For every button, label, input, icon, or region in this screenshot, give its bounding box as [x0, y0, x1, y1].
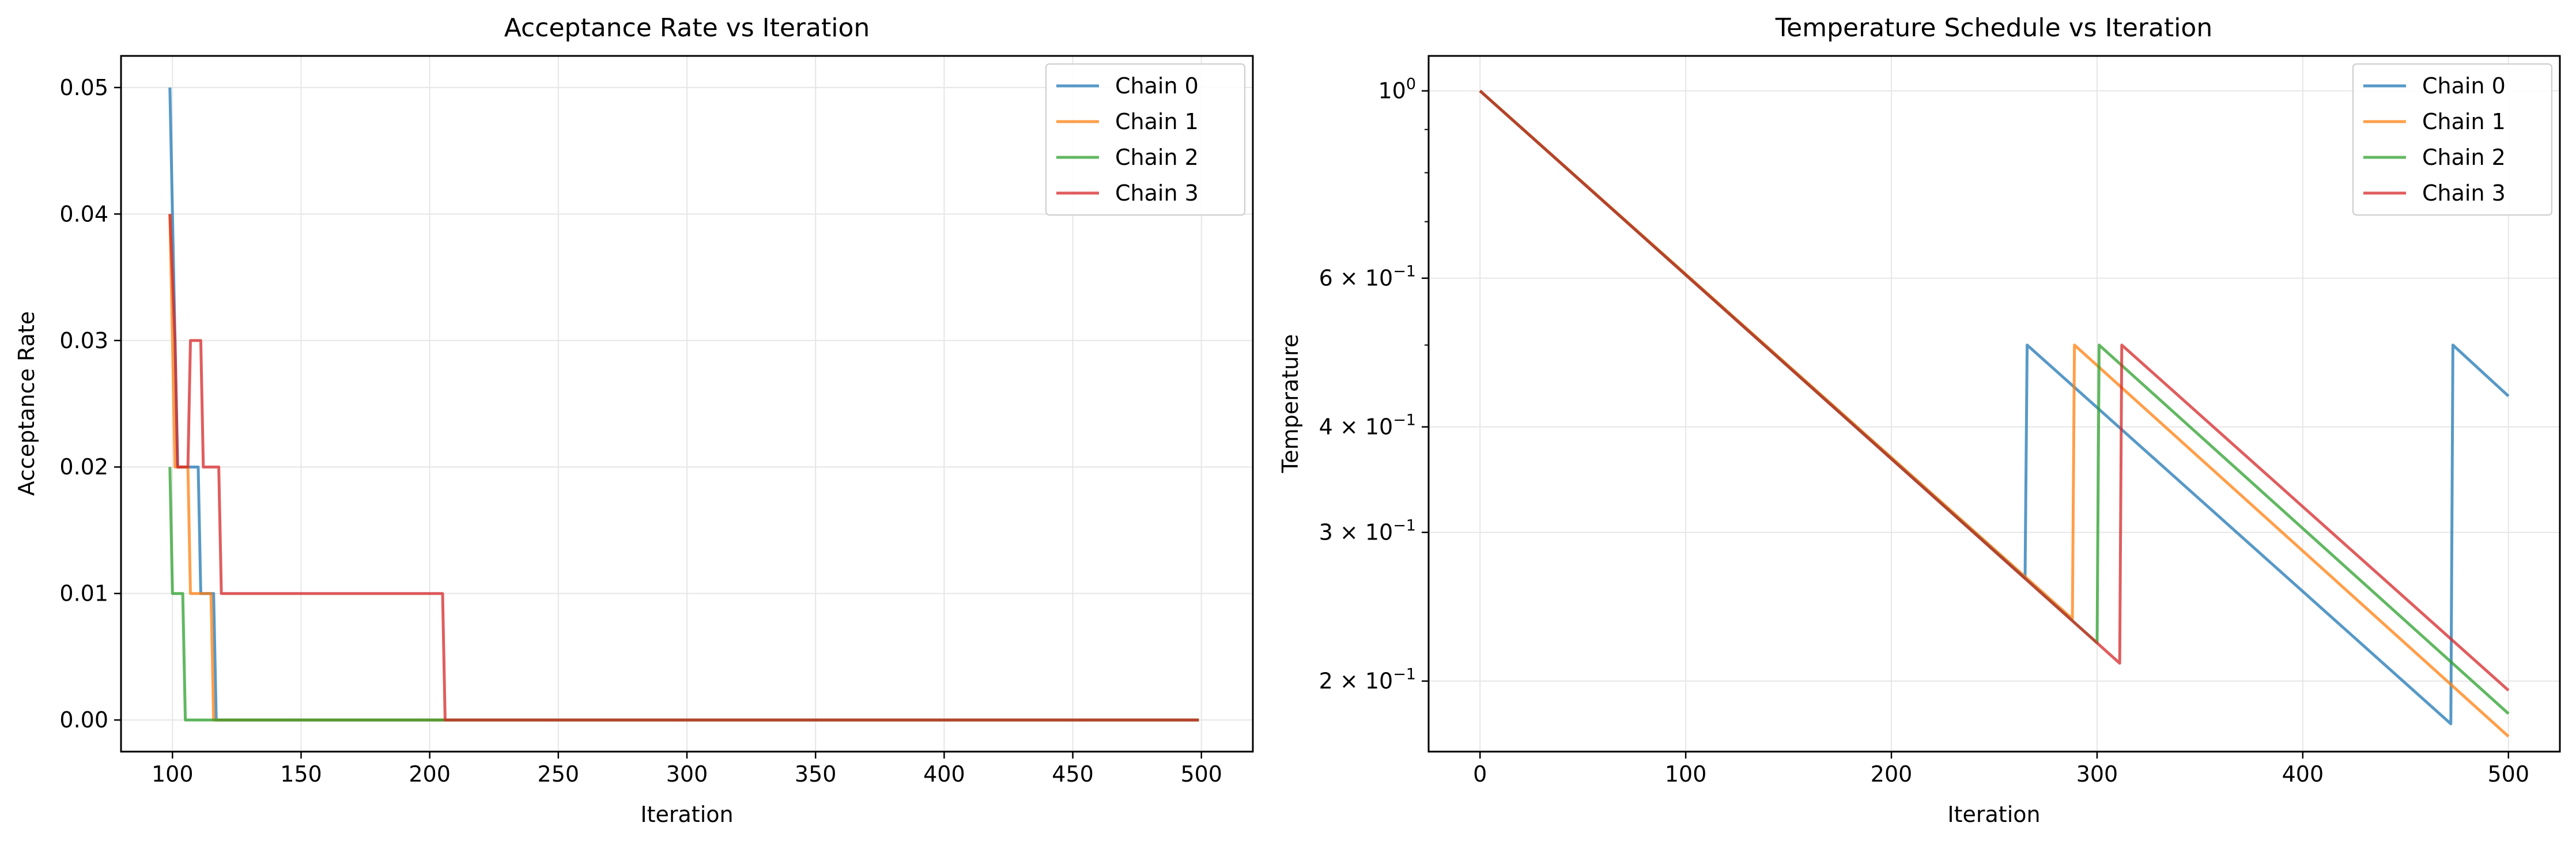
series-line — [168, 467, 1199, 722]
series-line — [1479, 89, 2510, 692]
x-tick-label: 300 — [2076, 761, 2118, 787]
x-tick-label: 250 — [538, 761, 580, 787]
y-tick-label: 0.01 — [59, 581, 108, 606]
legend-label: Chain 3 — [1115, 180, 1199, 206]
legend: Chain 0 Chain 1 Chain 2 Chain 3 — [1045, 63, 1245, 216]
y-tick-label: 3 × 10−1 — [1319, 517, 1416, 545]
y-tick-label: 100 — [1378, 76, 1416, 104]
chart-title: Acceptance Rate vs Iteration — [504, 13, 870, 43]
legend-label: Chain 1 — [2422, 109, 2506, 134]
y-tick-label: 0.03 — [59, 328, 108, 353]
legend: Chain 0 Chain 1 Chain 2 Chain 3 — [2352, 63, 2552, 216]
x-tick-label: 0 — [1473, 761, 1487, 787]
legend-box — [1045, 63, 1245, 216]
legend-label: Chain 2 — [1115, 145, 1199, 170]
legend-label: Chain 1 — [1115, 109, 1199, 134]
plot-lines — [1479, 89, 2510, 738]
y-tick-label: 2 × 10−1 — [1319, 666, 1416, 694]
x-axis-ticks: 100 150 200 250 300 350 400 450 500 — [152, 752, 1222, 787]
x-tick-label: 500 — [2488, 761, 2530, 787]
y-axis-label: Temperature — [1278, 334, 1303, 474]
legend-label: Chain 2 — [2422, 145, 2506, 170]
y-axis-ticks: 0.00 0.01 0.02 0.03 0.04 0.05 — [59, 75, 121, 733]
series-line — [168, 214, 1199, 722]
acceptance-rate-chart: 100 150 200 250 300 350 400 450 500 0.00 0.01 0.02… — [14, 13, 1254, 827]
legend-label: Chain 0 — [2422, 73, 2506, 99]
x-tick-label: 300 — [666, 761, 708, 787]
plot-frame — [1427, 55, 2561, 753]
y-axis-label: Acceptance Rate — [14, 311, 39, 496]
x-tick-label: 200 — [409, 761, 451, 787]
x-axis-ticks: 0 100 200 300 400 500 — [1473, 752, 2529, 787]
legend-label: Chain 3 — [2422, 180, 2506, 206]
x-tick-label: 200 — [1871, 761, 1913, 787]
x-tick-label: 100 — [1665, 761, 1707, 787]
x-tick-label: 400 — [2282, 761, 2324, 787]
y-tick-label: 0.05 — [59, 75, 108, 100]
x-axis-label: Iteration — [1947, 802, 2040, 827]
x-tick-label: 500 — [1180, 761, 1222, 787]
y-tick-label: 0.00 — [59, 707, 108, 733]
y-tick-label: 4 × 10−1 — [1319, 412, 1416, 440]
x-tick-label: 150 — [280, 761, 322, 787]
x-tick-label: 350 — [795, 761, 837, 787]
legend-box — [2352, 63, 2552, 216]
temperature-schedule-chart: 0 100 200 300 400 500 100 6 × 10−1 4 × 10−1 3 × … — [1278, 13, 2561, 827]
y-axis-ticks: 100 6 × 10−1 4 × 10−1 3 × 10−1 2 × 10−1 — [1319, 76, 1429, 694]
x-tick-label: 400 — [923, 761, 965, 787]
y-tick-label: 0.04 — [59, 201, 108, 227]
legend-label: Chain 0 — [1115, 73, 1199, 99]
y-tick-label: 6 × 10−1 — [1319, 263, 1416, 291]
x-axis-label: Iteration — [640, 802, 733, 827]
plot-lines — [168, 87, 1199, 722]
y-tick-label: 0.02 — [59, 454, 108, 480]
x-tick-label: 450 — [1052, 761, 1094, 787]
x-tick-label: 100 — [152, 761, 194, 787]
chart-title: Temperature Schedule vs Iteration — [1775, 13, 2212, 43]
